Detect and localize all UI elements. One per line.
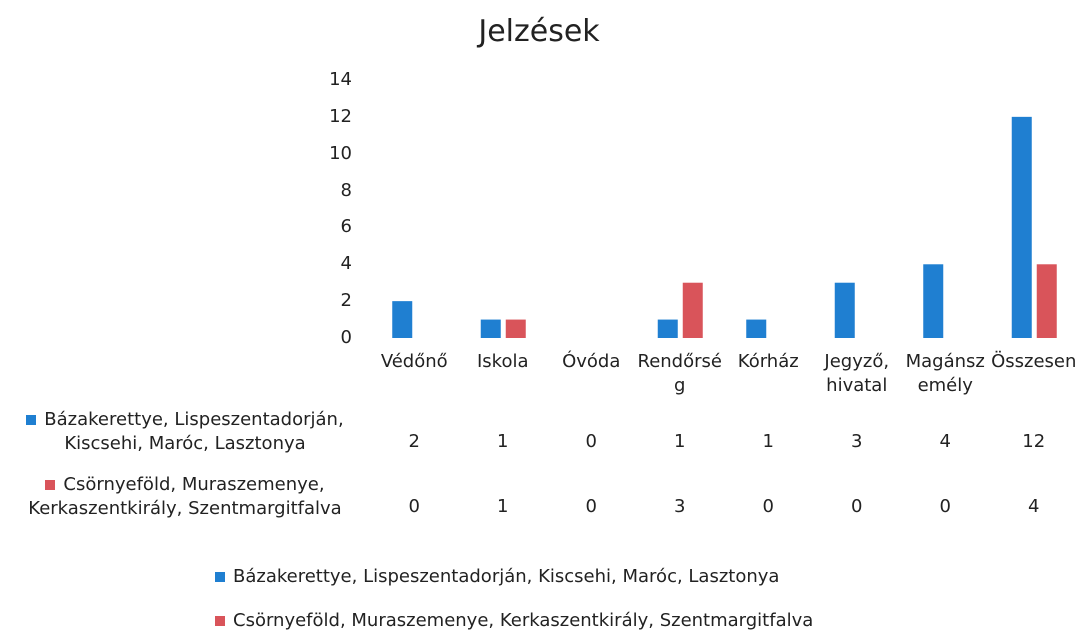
y-tick-label: 12 [329, 105, 352, 127]
y-tick-label: 0 [340, 327, 352, 348]
table-value: 1 [674, 431, 686, 452]
table-value: 3 [851, 431, 863, 452]
legend-swatch [26, 415, 37, 425]
legend-label: Csörnyeföld, Muraszemenye, Kerkaszentkir… [28, 474, 342, 519]
bar [1036, 264, 1057, 338]
x-tick-label: Óvóda [562, 351, 621, 372]
y-tick-label: 14 [329, 69, 352, 90]
table-value: 3 [674, 496, 686, 517]
bar [392, 301, 413, 338]
legend-swatch [215, 616, 225, 626]
x-tick-label: Rendőrség [637, 351, 722, 396]
x-tick-label: Iskola [476, 351, 529, 372]
table-value: 0 [851, 496, 863, 517]
chart-title: Jelzések [478, 14, 600, 49]
y-tick-label: 4 [340, 253, 352, 275]
table-value: 4 [1028, 496, 1040, 517]
bar [923, 264, 944, 338]
x-tick-label: Kórház [737, 351, 799, 372]
x-tick-label: Védőnő [380, 351, 448, 372]
y-tick-label: 10 [329, 142, 352, 164]
x-tick-label: Jegyző, hivatal [824, 351, 890, 396]
legend-label: Bázakerettye, Lispeszentadorján, Kiscseh… [44, 409, 344, 454]
bar [657, 319, 678, 338]
table-value: 2 [408, 431, 420, 452]
y-tick-label: 8 [340, 179, 352, 201]
bar [480, 319, 501, 338]
legend-swatch [215, 572, 225, 582]
table-row-label: Bázakerettye, Lispeszentadorján, Kiscseh… [10, 408, 360, 456]
legend-item: Csörnyeföld, Muraszemenye, Kerkaszentkir… [215, 609, 813, 633]
table-value: 1 [497, 431, 509, 452]
table-value: 0 [585, 496, 597, 517]
table-value: 0 [408, 496, 420, 517]
legend-label: Bázakerettye, Lispeszentadorján, Kiscseh… [233, 566, 780, 587]
table-value: 12 [1022, 431, 1046, 452]
x-tick-label: Összesen [991, 351, 1077, 372]
table-value: 4 [939, 431, 951, 452]
legend-swatch [45, 480, 56, 490]
table-value: 0 [762, 496, 774, 517]
bar [505, 319, 526, 338]
legend-label: Csörnyeföld, Muraszemenye, Kerkaszentkir… [233, 610, 814, 631]
legend-item: Bázakerettye, Lispeszentadorján, Kiscseh… [215, 565, 779, 589]
bar [746, 319, 767, 338]
table-row-label: Csörnyeföld, Muraszemenye, Kerkaszentkir… [10, 473, 360, 521]
bar [682, 282, 703, 338]
x-tick-label: Magánszemély [905, 351, 985, 396]
y-tick-label: 2 [340, 290, 352, 312]
table-value: 0 [585, 431, 597, 452]
table-value: 0 [939, 496, 951, 517]
bar [1011, 116, 1032, 338]
y-tick-label: 6 [340, 216, 352, 238]
table-value: 1 [762, 431, 774, 452]
bar [834, 282, 855, 338]
table-value: 1 [497, 496, 509, 517]
